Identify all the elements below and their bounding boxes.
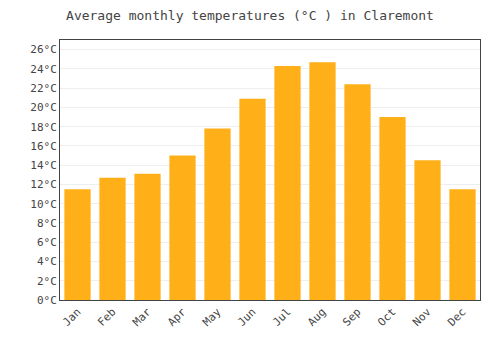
svg-text:May: May — [200, 305, 224, 329]
svg-text:Feb: Feb — [95, 306, 118, 329]
svg-text:Oct: Oct — [375, 306, 398, 329]
svg-text:Nov: Nov — [410, 305, 434, 329]
svg-text:26°C: 26°C — [30, 43, 57, 56]
svg-text:18°C: 18°C — [30, 121, 57, 134]
svg-text:20°C: 20°C — [30, 101, 57, 114]
svg-text:Mar: Mar — [130, 305, 154, 329]
svg-text:16°C: 16°C — [30, 140, 57, 153]
svg-text:Dec: Dec — [445, 306, 468, 329]
svg-text:10°C: 10°C — [30, 198, 57, 211]
svg-text:Jan: Jan — [60, 306, 83, 329]
svg-text:4°C: 4°C — [37, 255, 57, 268]
svg-text:6°C: 6°C — [37, 236, 57, 249]
svg-text:Jul: Jul — [270, 306, 293, 329]
svg-text:24°C: 24°C — [30, 63, 57, 76]
svg-text:Sep: Sep — [340, 306, 363, 329]
svg-text:0°C: 0°C — [37, 294, 57, 307]
svg-text:12°C: 12°C — [30, 178, 57, 191]
svg-text:Average monthly temperatures (: Average monthly temperatures (°C ) in Cl… — [66, 8, 434, 23]
svg-text:22°C: 22°C — [30, 82, 57, 95]
svg-text:2°C: 2°C — [37, 275, 57, 288]
svg-text:14°C: 14°C — [30, 159, 57, 172]
svg-text:Aug: Aug — [305, 306, 328, 329]
svg-text:Apr: Apr — [165, 305, 189, 329]
svg-text:Jun: Jun — [235, 306, 258, 329]
svg-text:8°C: 8°C — [37, 217, 57, 230]
